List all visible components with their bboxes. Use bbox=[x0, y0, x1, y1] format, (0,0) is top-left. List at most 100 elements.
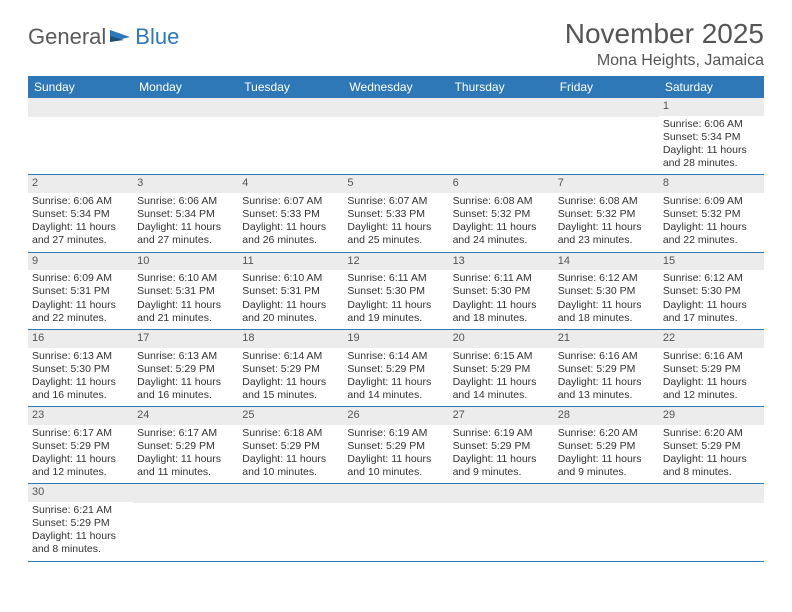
detail-line: and 26 minutes. bbox=[242, 234, 339, 247]
day-details bbox=[133, 503, 238, 509]
detail-line: Daylight: 11 hours bbox=[453, 453, 550, 466]
detail-line: Sunrise: 6:11 AM bbox=[453, 272, 550, 285]
calendar-cell bbox=[554, 98, 659, 175]
weekday-header: Thursday bbox=[449, 76, 554, 98]
day-details: Sunrise: 6:20 AMSunset: 5:29 PMDaylight:… bbox=[554, 425, 659, 484]
day-number: 8 bbox=[659, 175, 764, 193]
day-details bbox=[238, 503, 343, 509]
day-details: Sunrise: 6:10 AMSunset: 5:31 PMDaylight:… bbox=[238, 270, 343, 329]
detail-line: Sunset: 5:29 PM bbox=[558, 363, 655, 376]
day-number: 6 bbox=[449, 175, 554, 193]
day-details bbox=[133, 117, 238, 123]
detail-line: Daylight: 11 hours bbox=[663, 376, 760, 389]
calendar-cell: 26Sunrise: 6:19 AMSunset: 5:29 PMDayligh… bbox=[343, 407, 448, 484]
detail-line: Sunrise: 6:10 AM bbox=[137, 272, 234, 285]
day-details bbox=[238, 117, 343, 123]
day-number bbox=[659, 484, 764, 503]
detail-line: Sunrise: 6:21 AM bbox=[32, 504, 129, 517]
day-details: Sunrise: 6:08 AMSunset: 5:32 PMDaylight:… bbox=[554, 193, 659, 252]
calendar-cell bbox=[554, 484, 659, 561]
calendar-cell bbox=[659, 484, 764, 561]
flag-icon bbox=[110, 24, 132, 50]
detail-line: Daylight: 11 hours bbox=[137, 299, 234, 312]
calendar-cell: 27Sunrise: 6:19 AMSunset: 5:29 PMDayligh… bbox=[449, 407, 554, 484]
detail-line: Sunset: 5:30 PM bbox=[32, 363, 129, 376]
calendar-page: General Blue November 2025 Mona Heights,… bbox=[0, 0, 792, 572]
detail-line: and 12 minutes. bbox=[32, 466, 129, 479]
calendar-cell: 30Sunrise: 6:21 AMSunset: 5:29 PMDayligh… bbox=[28, 484, 133, 561]
day-details: Sunrise: 6:21 AMSunset: 5:29 PMDaylight:… bbox=[28, 502, 133, 561]
detail-line: and 21 minutes. bbox=[137, 312, 234, 325]
calendar-cell: 12Sunrise: 6:11 AMSunset: 5:30 PMDayligh… bbox=[343, 252, 448, 329]
day-number: 13 bbox=[449, 253, 554, 271]
day-number: 14 bbox=[554, 253, 659, 271]
detail-line: and 14 minutes. bbox=[453, 389, 550, 402]
day-details: Sunrise: 6:11 AMSunset: 5:30 PMDaylight:… bbox=[343, 270, 448, 329]
detail-line: Daylight: 11 hours bbox=[137, 453, 234, 466]
detail-line: Sunset: 5:29 PM bbox=[32, 517, 129, 530]
day-number: 7 bbox=[554, 175, 659, 193]
detail-line: Sunset: 5:29 PM bbox=[242, 440, 339, 453]
day-number: 9 bbox=[28, 253, 133, 271]
day-number bbox=[449, 484, 554, 503]
brand-part2: Blue bbox=[135, 24, 179, 50]
day-number: 26 bbox=[343, 407, 448, 425]
day-details: Sunrise: 6:20 AMSunset: 5:29 PMDaylight:… bbox=[659, 425, 764, 484]
detail-line: Sunrise: 6:08 AM bbox=[558, 195, 655, 208]
brand-part1: General bbox=[28, 24, 106, 50]
calendar-cell bbox=[28, 98, 133, 175]
detail-line: and 11 minutes. bbox=[137, 466, 234, 479]
day-number bbox=[238, 98, 343, 117]
day-number: 19 bbox=[343, 330, 448, 348]
calendar-cell bbox=[133, 484, 238, 561]
day-number: 22 bbox=[659, 330, 764, 348]
detail-line: Daylight: 11 hours bbox=[347, 299, 444, 312]
detail-line: Sunrise: 6:12 AM bbox=[558, 272, 655, 285]
calendar-cell: 14Sunrise: 6:12 AMSunset: 5:30 PMDayligh… bbox=[554, 252, 659, 329]
detail-line: Sunrise: 6:14 AM bbox=[347, 350, 444, 363]
detail-line: Daylight: 11 hours bbox=[558, 299, 655, 312]
day-details: Sunrise: 6:18 AMSunset: 5:29 PMDaylight:… bbox=[238, 425, 343, 484]
title-block: November 2025 Mona Heights, Jamaica bbox=[565, 18, 764, 70]
day-details bbox=[659, 503, 764, 509]
calendar-cell: 23Sunrise: 6:17 AMSunset: 5:29 PMDayligh… bbox=[28, 407, 133, 484]
day-details: Sunrise: 6:09 AMSunset: 5:32 PMDaylight:… bbox=[659, 193, 764, 252]
day-number bbox=[343, 98, 448, 117]
day-details: Sunrise: 6:07 AMSunset: 5:33 PMDaylight:… bbox=[238, 193, 343, 252]
detail-line: Daylight: 11 hours bbox=[347, 221, 444, 234]
detail-line: and 22 minutes. bbox=[663, 234, 760, 247]
day-number: 20 bbox=[449, 330, 554, 348]
calendar-cell bbox=[238, 98, 343, 175]
detail-line: and 16 minutes. bbox=[32, 389, 129, 402]
day-details: Sunrise: 6:10 AMSunset: 5:31 PMDaylight:… bbox=[133, 270, 238, 329]
day-number: 30 bbox=[28, 484, 133, 502]
day-number: 4 bbox=[238, 175, 343, 193]
detail-line: Sunset: 5:29 PM bbox=[137, 363, 234, 376]
day-number: 11 bbox=[238, 253, 343, 271]
day-details: Sunrise: 6:16 AMSunset: 5:29 PMDaylight:… bbox=[554, 348, 659, 407]
detail-line: Sunrise: 6:20 AM bbox=[663, 427, 760, 440]
day-details: Sunrise: 6:06 AMSunset: 5:34 PMDaylight:… bbox=[133, 193, 238, 252]
day-number: 10 bbox=[133, 253, 238, 271]
detail-line: Sunset: 5:29 PM bbox=[663, 363, 760, 376]
detail-line: Sunset: 5:33 PM bbox=[242, 208, 339, 221]
day-number: 25 bbox=[238, 407, 343, 425]
header-row: General Blue November 2025 Mona Heights,… bbox=[28, 18, 764, 70]
detail-line: Sunrise: 6:16 AM bbox=[558, 350, 655, 363]
calendar-cell: 10Sunrise: 6:10 AMSunset: 5:31 PMDayligh… bbox=[133, 252, 238, 329]
detail-line: Sunset: 5:30 PM bbox=[347, 285, 444, 298]
detail-line: Sunset: 5:29 PM bbox=[558, 440, 655, 453]
calendar-body: 1Sunrise: 6:06 AMSunset: 5:34 PMDaylight… bbox=[28, 98, 764, 561]
detail-line: Sunset: 5:34 PM bbox=[32, 208, 129, 221]
day-number bbox=[343, 484, 448, 503]
day-number: 18 bbox=[238, 330, 343, 348]
detail-line: Sunrise: 6:08 AM bbox=[453, 195, 550, 208]
detail-line: Sunset: 5:32 PM bbox=[663, 208, 760, 221]
day-number bbox=[554, 484, 659, 503]
detail-line: and 10 minutes. bbox=[347, 466, 444, 479]
day-number bbox=[133, 484, 238, 503]
detail-line: Sunrise: 6:11 AM bbox=[347, 272, 444, 285]
detail-line: Sunrise: 6:10 AM bbox=[242, 272, 339, 285]
detail-line: and 28 minutes. bbox=[663, 157, 760, 170]
calendar-cell: 18Sunrise: 6:14 AMSunset: 5:29 PMDayligh… bbox=[238, 329, 343, 406]
